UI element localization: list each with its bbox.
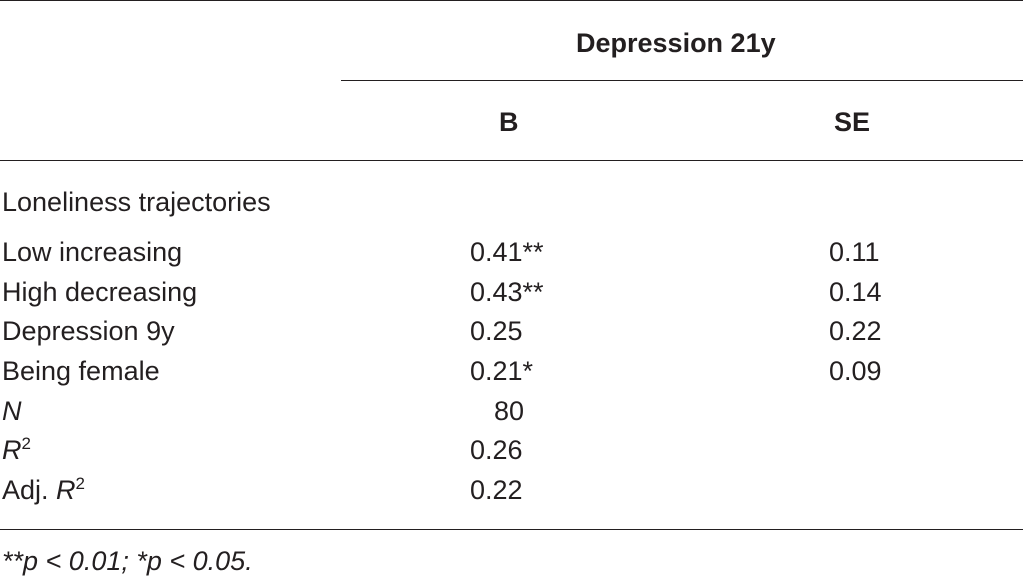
adj-r2-letter: R bbox=[56, 475, 76, 505]
group-header: Depression 21y bbox=[576, 28, 776, 58]
adj-r2-label: Adj. R2 bbox=[2, 474, 85, 506]
row-b-value: 0.25 bbox=[470, 316, 523, 346]
row-b-value: 0.41** bbox=[470, 237, 544, 267]
section-label: Loneliness trajectories bbox=[2, 187, 271, 217]
header-bottom-rule bbox=[0, 160, 1023, 161]
row-se-value: 0.11 bbox=[829, 237, 880, 267]
r2-superscript: 2 bbox=[21, 434, 31, 453]
adj-r2-superscript: 2 bbox=[75, 474, 85, 493]
row-b-value: 0.43** bbox=[470, 277, 544, 307]
row-label: High decreasing bbox=[2, 277, 198, 307]
row-se-value: 0.22 bbox=[829, 316, 882, 346]
r2-value: 0.26 bbox=[470, 435, 523, 465]
adj-r2-value: 0.22 bbox=[470, 475, 523, 505]
group-header-rule bbox=[341, 80, 1023, 81]
row-se-value: 0.14 bbox=[829, 277, 882, 307]
column-header-b: B bbox=[499, 107, 519, 137]
footnote: **p < 0.01; *p < 0.05. bbox=[2, 546, 253, 576]
top-rule bbox=[0, 0, 1023, 1]
column-header-se: SE bbox=[834, 107, 871, 137]
adj-prefix: Adj. bbox=[2, 475, 57, 505]
r2-label: R2 bbox=[2, 434, 31, 466]
row-b-value: 0.21* bbox=[470, 356, 534, 386]
n-value: 80 bbox=[494, 396, 525, 426]
row-label: Depression 9y bbox=[2, 316, 175, 346]
row-label: Being female bbox=[2, 356, 160, 386]
r2-letter: R bbox=[2, 435, 22, 465]
bottom-rule bbox=[0, 529, 1023, 530]
row-se-value: 0.09 bbox=[829, 356, 882, 386]
n-label: N bbox=[2, 396, 22, 426]
row-label: Low increasing bbox=[2, 237, 183, 267]
